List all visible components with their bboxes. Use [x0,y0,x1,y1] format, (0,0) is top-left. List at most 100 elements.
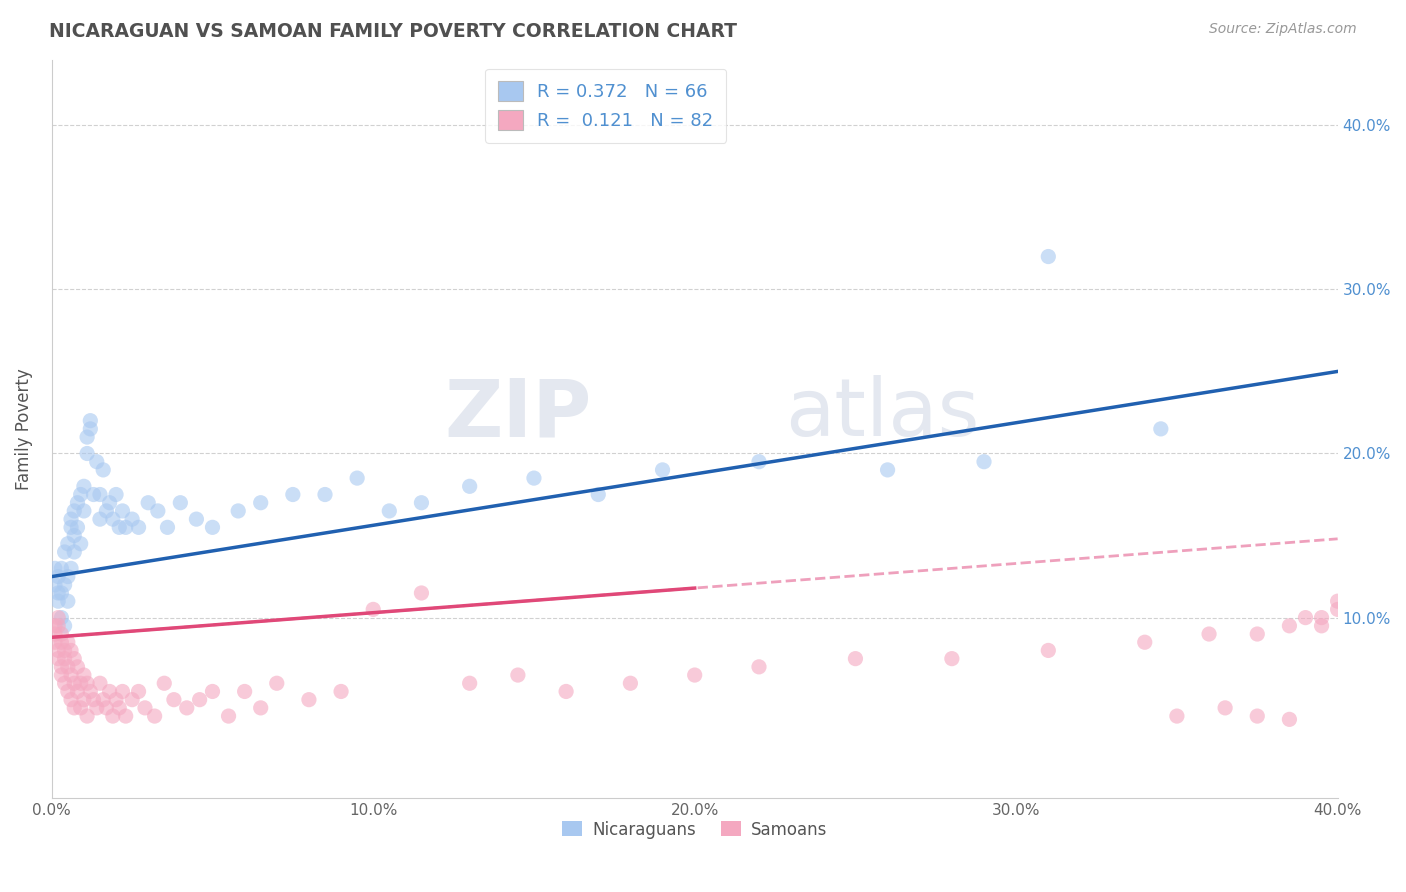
Point [51,586,73,600]
Point [619,676,641,690]
Point [63,504,86,518]
Point [56,569,79,583]
Point [91,463,114,477]
Point [163,692,186,706]
Point [146,504,169,518]
Point [98,684,121,698]
Point [844,651,866,665]
Point [89,487,111,501]
Point [53,545,76,559]
Point [44,627,66,641]
Point [66,496,89,510]
Point [76,446,98,460]
Point [169,496,191,510]
Point [46,643,69,657]
Point [66,520,89,534]
Point [121,512,143,526]
Text: Source: ZipAtlas.com: Source: ZipAtlas.com [1209,22,1357,37]
Point [69,701,91,715]
Point [1326,594,1348,608]
Point [176,701,198,715]
Point [63,651,86,665]
Point [51,660,73,674]
Point [51,635,73,649]
Point [346,471,368,485]
Point [60,561,83,575]
Legend: Nicaraguans, Samoans: Nicaraguans, Samoans [555,814,834,846]
Point [1326,602,1348,616]
Point [651,463,673,477]
Point [101,709,124,723]
Point [53,651,76,665]
Point [56,684,79,698]
Point [44,635,66,649]
Point [1038,250,1060,264]
Point [411,496,433,510]
Point [51,627,73,641]
Point [76,430,98,444]
Point [266,676,288,690]
Point [66,684,89,698]
Point [114,709,136,723]
Point [79,414,101,428]
Point [51,610,73,624]
Point [876,463,898,477]
Point [108,701,131,715]
Point [101,512,124,526]
Y-axis label: Family Poverty: Family Poverty [15,368,32,490]
Point [79,684,101,698]
Point [1246,709,1268,723]
Point [1310,610,1333,624]
Point [105,487,128,501]
Point [66,660,89,674]
Point [143,709,166,723]
Point [73,668,96,682]
Point [53,578,76,592]
Point [941,651,963,665]
Point [69,537,91,551]
Point [281,487,304,501]
Point [201,684,224,698]
Point [249,496,271,510]
Point [973,455,995,469]
Point [51,561,73,575]
Point [60,643,83,657]
Point [44,619,66,633]
Point [56,635,79,649]
Point [218,709,240,723]
Point [121,692,143,706]
Point [683,668,706,682]
Point [86,701,108,715]
Point [56,537,79,551]
Point [226,504,249,518]
Point [1198,627,1220,641]
Point [83,487,105,501]
Point [56,594,79,608]
Text: atlas: atlas [785,376,979,453]
Point [91,692,114,706]
Point [73,692,96,706]
Point [153,676,176,690]
Point [128,684,150,698]
Point [1278,619,1301,633]
Point [458,676,481,690]
Point [46,594,69,608]
Point [46,586,69,600]
Point [53,676,76,690]
Text: ZIP: ZIP [444,376,592,453]
Text: NICARAGUAN VS SAMOAN FAMILY POVERTY CORRELATION CHART: NICARAGUAN VS SAMOAN FAMILY POVERTY CORR… [49,22,737,41]
Point [46,619,69,633]
Point [96,504,118,518]
Point [60,692,83,706]
Point [378,504,401,518]
Point [128,520,150,534]
Point [1310,619,1333,633]
Point [748,455,770,469]
Point [361,602,384,616]
Point [249,701,271,715]
Point [53,619,76,633]
Point [46,610,69,624]
Point [89,512,111,526]
Point [201,520,224,534]
Point [233,684,256,698]
